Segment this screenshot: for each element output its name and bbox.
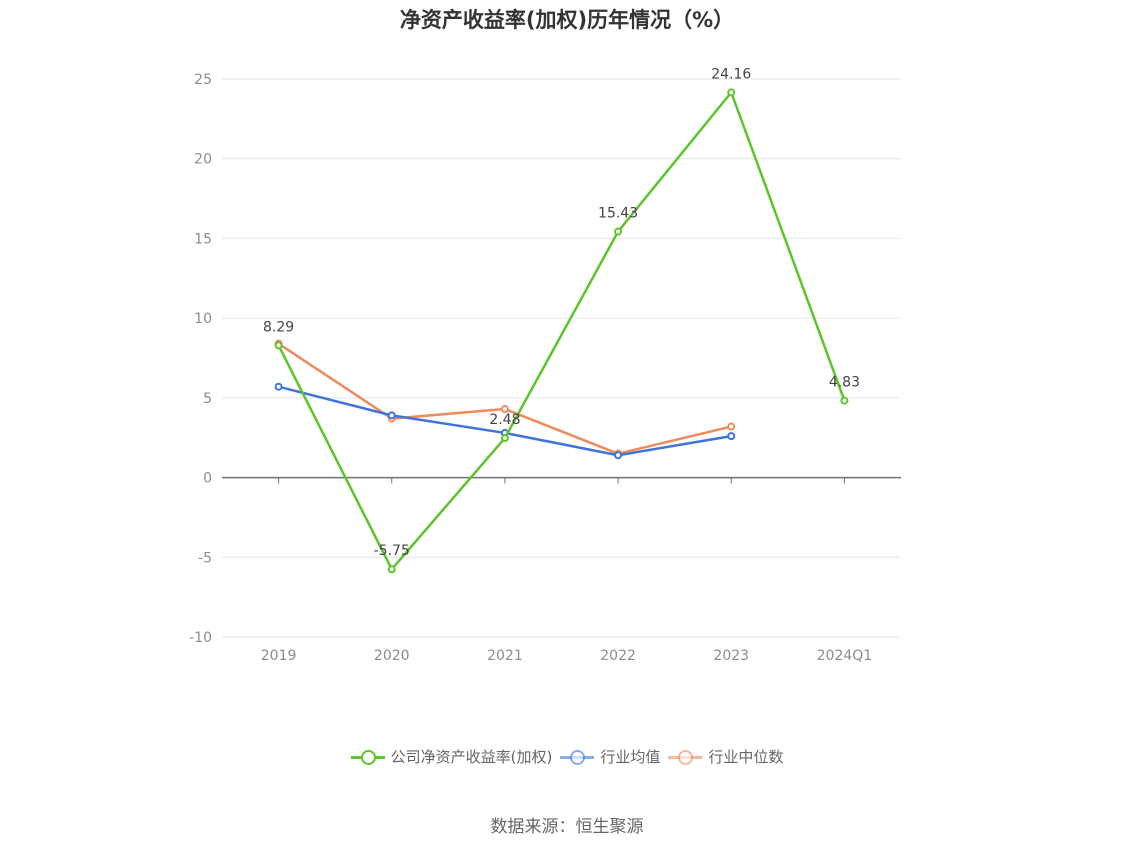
- y-tick-label: 20: [194, 152, 212, 168]
- data-point: [727, 432, 736, 441]
- legend-label: 行业中位数: [708, 748, 784, 766]
- data-label: 24.16: [711, 66, 751, 82]
- y-tick-label: 15: [194, 231, 212, 247]
- y-tick-label: 10: [194, 311, 212, 327]
- y-tick-label: 25: [194, 72, 212, 88]
- y-tick-label: 5: [203, 391, 212, 407]
- chart-title: 净资产收益率(加权)历年情况（%）: [399, 8, 735, 32]
- data-label: 2.48: [489, 412, 520, 428]
- legend-item[interactable]: 行业均值: [560, 746, 660, 767]
- x-tick-label: 2020: [374, 648, 410, 664]
- data-label: 4.83: [829, 375, 860, 391]
- data-point: [614, 451, 623, 460]
- data-point: [274, 341, 283, 350]
- x-tick-label: 2023: [713, 648, 749, 664]
- series-line: [277, 91, 846, 571]
- x-tick-label: 2019: [261, 648, 297, 664]
- data-point: [500, 405, 509, 414]
- legend-swatch: [560, 747, 595, 767]
- data-label: 8.29: [263, 319, 294, 335]
- legend-swatch: [350, 747, 385, 767]
- data-source: 数据来源：恒生聚源: [490, 817, 644, 837]
- y-tick-label: -5: [198, 550, 212, 566]
- data-point: [727, 422, 736, 431]
- data-point: [387, 411, 396, 420]
- data-point: [387, 565, 396, 574]
- data-point: [614, 227, 623, 236]
- data-label: -5.75: [374, 543, 410, 559]
- x-tick-label: 2021: [487, 648, 523, 664]
- data-point: [727, 88, 736, 97]
- data-point: [274, 382, 283, 391]
- y-tick-label: 0: [203, 471, 212, 487]
- data-point: [840, 396, 849, 405]
- data-point: [500, 434, 509, 443]
- legend-label: 公司净资产收益率(加权): [390, 748, 553, 766]
- legend-item[interactable]: 行业中位数: [668, 746, 783, 767]
- data-label: 15.43: [598, 206, 638, 222]
- legend-label: 行业均值: [600, 748, 661, 766]
- legend: 公司净资产收益率(加权) 行业均值 行业中位数: [0, 746, 1134, 771]
- x-tick-label: 2022: [600, 648, 636, 664]
- legend-swatch: [668, 747, 703, 767]
- legend-item[interactable]: 公司净资产收益率(加权): [350, 746, 553, 767]
- x-tick-label: 2024Q1: [817, 648, 873, 664]
- y-tick-label: -10: [189, 630, 212, 646]
